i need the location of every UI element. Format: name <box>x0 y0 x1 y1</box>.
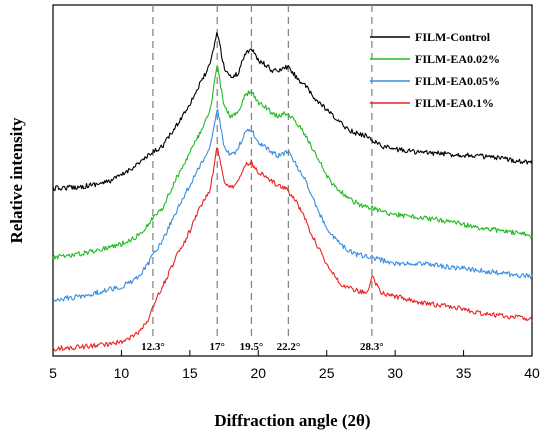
x-tick-label: 5 <box>49 365 57 381</box>
x-tick-label: 25 <box>319 365 335 381</box>
legend: FILM-Control FILM-EA0.02% FILM-EA0.05% FILM… <box>370 30 500 110</box>
peak-labels: 12.3° 17° 19.5° 22.2° 28.3° <box>141 341 384 353</box>
peak-label: 22.2° <box>277 341 301 353</box>
plot-area: 12.3° 17° 19.5° 22.2° 28.3° 5 10 15 20 25 30 35 40 … <box>49 4 540 381</box>
x-tick-label: 10 <box>114 365 130 381</box>
peak-label: 17° <box>210 341 225 353</box>
series-line <box>52 108 533 303</box>
x-tick-label: 20 <box>250 365 266 381</box>
x-axis-title: Diffraction angle (2θ) <box>214 411 370 430</box>
peak-label: 12.3° <box>141 341 165 353</box>
x-tick-label: 30 <box>387 365 403 381</box>
y-axis-title: Relative intensity <box>7 117 26 244</box>
peak-label: 28.3° <box>360 341 384 353</box>
x-tick-label: 15 <box>182 365 198 381</box>
series-line <box>52 66 533 260</box>
legend-label: FILM-EA0.02% <box>415 52 500 66</box>
peak-label: 19.5° <box>240 341 264 353</box>
series-line <box>52 147 533 352</box>
x-tick-label: 40 <box>524 365 540 381</box>
legend-label: FILM-EA0.1% <box>415 96 494 110</box>
reference-lines <box>152 5 373 338</box>
x-axis: 5 10 15 20 25 30 35 40 <box>49 350 540 381</box>
x-tick-label: 35 <box>456 365 472 381</box>
legend-label: FILM-Control <box>415 30 491 44</box>
series-line <box>52 32 533 192</box>
series-lines <box>52 32 533 352</box>
legend-label: FILM-EA0.05% <box>415 74 500 88</box>
plot-frame <box>52 4 533 357</box>
